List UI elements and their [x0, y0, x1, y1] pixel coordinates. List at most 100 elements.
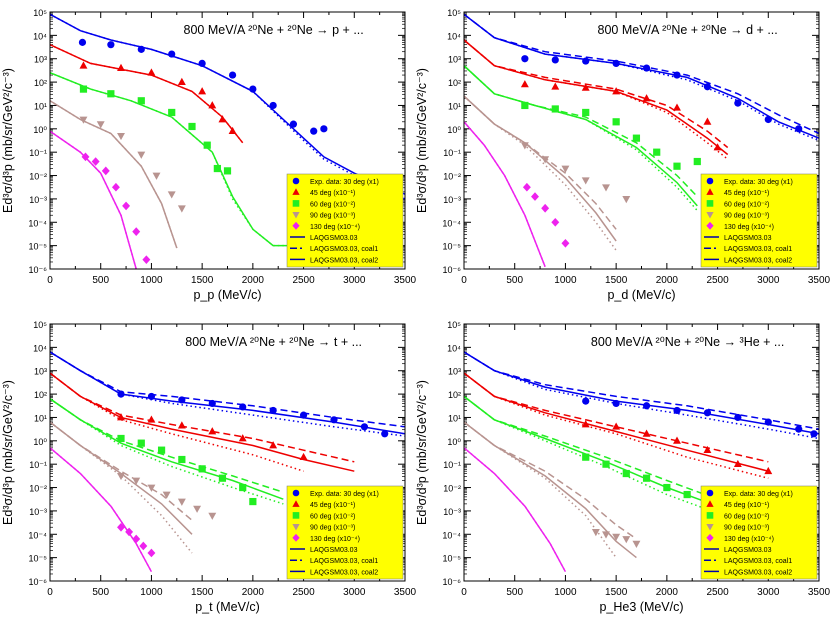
y-tick-label: 10⁴ — [33, 343, 47, 353]
x-axis-label: p_d (MeV/c) — [607, 288, 675, 302]
curve-45-deg-solid — [50, 44, 244, 144]
point-45-deg — [228, 126, 237, 135]
y-tick-label: 10⁰ — [33, 125, 47, 135]
point-90-deg — [622, 196, 631, 204]
legend-label-5: LAQGSM03.03 — [724, 547, 772, 554]
point-60-deg — [582, 453, 590, 461]
point-60-deg — [223, 167, 232, 175]
x-tick-label: 2500 — [706, 275, 729, 286]
y-tick-label: 10⁻³ — [443, 195, 461, 205]
y-tick-label: 10⁻² — [443, 484, 461, 494]
legend-marker-3 — [706, 211, 714, 219]
point-90-deg — [581, 177, 590, 185]
y-tick-label: 10⁻² — [29, 172, 47, 182]
point-90-deg — [167, 191, 176, 199]
point-130-deg — [132, 534, 141, 544]
legend-box — [286, 173, 404, 268]
y-tick-label: 10⁻⁴ — [442, 218, 461, 228]
y-axis-label: Ed³σ/d³p (mb/sr/GeV²/c⁻³) — [415, 380, 429, 525]
y-tick-label: 10² — [34, 78, 47, 88]
x-tick-label: 3500 — [808, 275, 830, 286]
x-tick-label: 3500 — [394, 275, 417, 286]
x-tick-label: 500 — [506, 587, 523, 598]
y-tick-label: 10⁻¹ — [443, 148, 461, 158]
panel-deuterons: 0 500 1000 1500 2000 2500 3000 3500 10⁻⁶ 10⁻⁵ 10⁻⁴… — [415, 8, 830, 302]
point-45-deg — [177, 421, 186, 429]
plot-frame — [463, 323, 820, 582]
curve-30-deg-dot — [464, 351, 819, 440]
y-tick-label: 10⁻⁶ — [443, 265, 462, 275]
legend-marker-0 — [292, 489, 300, 497]
point-45-deg — [269, 441, 278, 449]
curve-30-deg-dot — [50, 351, 405, 437]
point-60-deg — [642, 474, 651, 482]
point-30-deg — [764, 115, 772, 124]
curve-60-deg-solid — [50, 398, 284, 500]
point-45-deg — [581, 420, 590, 428]
point-60-deg — [203, 141, 211, 149]
y-tick-label: 10¹ — [448, 101, 461, 111]
legend-marker-0 — [706, 177, 714, 185]
y-tick-label: 10³ — [34, 367, 47, 377]
legend-marker-4 — [292, 221, 300, 230]
legend-marker-2 — [292, 512, 300, 519]
point-30-deg — [673, 406, 681, 415]
point-60-deg — [683, 490, 691, 499]
x-tick-label: 3500 — [808, 587, 830, 598]
point-30-deg — [249, 85, 257, 93]
point-30-deg — [310, 127, 318, 135]
plot-frame — [49, 11, 406, 270]
legend-marker-0 — [292, 177, 300, 185]
curve-60-deg-solid — [50, 72, 294, 247]
point-90-deg — [208, 512, 217, 520]
curve-30-deg-dash — [464, 351, 819, 430]
y-tick-label: 10⁻⁴ — [28, 218, 47, 228]
point-130-deg — [117, 522, 125, 532]
point-45-deg — [198, 87, 207, 95]
legend-marker-2 — [292, 200, 300, 207]
point-60-deg — [137, 97, 145, 105]
y-axis-label: Ed³σ/d³p (mb/sr/GeV²/c⁻³) — [415, 68, 429, 213]
y-tick-label: 10⁻⁵ — [443, 242, 462, 252]
curve-45-deg-dot — [50, 372, 304, 472]
y-tick-label: 10⁴ — [447, 343, 461, 353]
y-tick-label: 10⁰ — [447, 125, 461, 135]
y-tick-label: 10⁻¹ — [443, 460, 461, 470]
point-45-deg — [79, 61, 88, 69]
point-130-deg — [522, 182, 531, 192]
point-60-deg — [551, 105, 559, 113]
point-45-deg — [642, 429, 651, 437]
point-45-deg — [612, 87, 621, 95]
point-30-deg — [612, 399, 620, 408]
curve-45-deg-dash — [464, 39, 729, 149]
point-60-deg — [157, 446, 166, 454]
point-45-deg — [299, 452, 308, 461]
point-60-deg — [521, 101, 529, 110]
curve-130-deg-dot — [464, 447, 567, 573]
y-tick-label: 10⁻⁶ — [443, 577, 462, 587]
point-60-deg — [137, 439, 145, 447]
point-45-deg — [673, 436, 681, 444]
legend-marker-1 — [706, 188, 714, 195]
x-axis-label: p_He3 (MeV/c) — [599, 600, 683, 614]
y-tick-label: 10⁰ — [447, 437, 461, 447]
point-60-deg — [117, 434, 125, 443]
legend-label-4: 130 deg (x10⁻⁴) — [310, 224, 360, 231]
legend-label-7: LAQGSM03.03, coal2 — [724, 569, 792, 576]
legend-label-6: LAQGSM03.03, coal1 — [724, 246, 792, 253]
point-130-deg — [139, 541, 148, 551]
legend-label-5: LAQGSM03.03 — [724, 235, 772, 242]
y-axis-label: Ed³σ/d³p (mb/sr/GeV²/c⁻³) — [1, 68, 15, 213]
y-tick-label: 10¹ — [34, 413, 47, 423]
point-30-deg — [703, 409, 712, 417]
legend-label-2: 60 deg (x10⁻²) — [310, 513, 355, 520]
x-tick-label: 2000 — [242, 275, 265, 286]
point-30-deg — [734, 413, 742, 422]
curve-130-deg-solid — [464, 447, 567, 573]
point-130-deg — [132, 227, 141, 236]
legend-label-1: 45 deg (x10⁻¹) — [310, 190, 355, 197]
curve-60-deg-dash — [464, 395, 718, 500]
legend: Exp. data: 30 deg (x1) 45 deg (x10⁻¹) 60 d… — [286, 485, 404, 580]
legend-label-3: 90 deg (x10⁻³) — [724, 213, 769, 220]
panel-title: 800 MeV/A ²⁰Ne + ²⁰Ne → d + ... — [598, 23, 778, 37]
